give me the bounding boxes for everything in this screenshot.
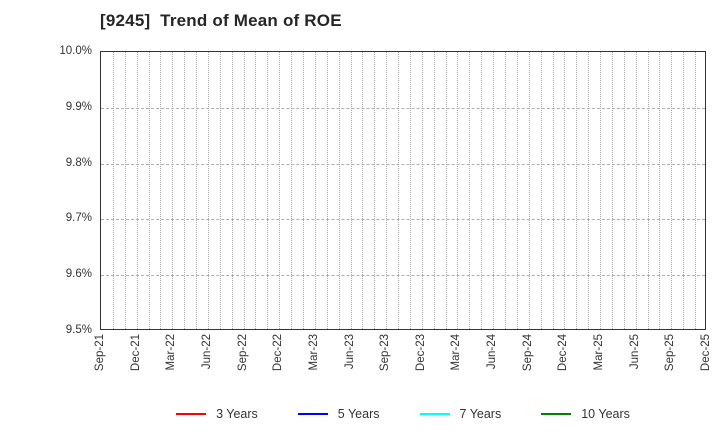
- x-tick-label: Dec-24: [557, 334, 570, 372]
- v-gridline: [493, 52, 495, 329]
- legend-line-swatch: [541, 413, 572, 415]
- v-gridline: [362, 52, 364, 329]
- v-gridline: [683, 52, 685, 329]
- v-gridline: [695, 52, 697, 329]
- v-gridline: [184, 52, 186, 329]
- legend-line-swatch: [419, 413, 450, 415]
- v-gridline: [160, 52, 162, 329]
- v-gridline: [243, 52, 245, 329]
- x-tick-label: Mar-22: [165, 334, 178, 371]
- legend-label: 10 Years: [581, 407, 630, 421]
- v-gridline: [611, 52, 613, 329]
- v-gridline: [516, 52, 518, 329]
- x-tick-label: Mar-24: [450, 334, 463, 371]
- y-tick-label: 9.6%: [65, 268, 92, 281]
- v-gridline: [564, 52, 566, 329]
- v-gridline: [409, 52, 411, 329]
- v-gridline: [291, 52, 293, 329]
- v-gridline: [600, 52, 602, 329]
- x-tick-label: Jun-24: [486, 334, 499, 370]
- v-gridline: [255, 52, 257, 329]
- x-tick-label: Dec-23: [414, 334, 427, 372]
- plot-area: [100, 51, 706, 330]
- v-gridline: [112, 52, 114, 329]
- x-tick-label: Mar-23: [307, 334, 320, 371]
- v-gridline: [469, 52, 471, 329]
- legend-line-swatch: [176, 413, 207, 415]
- v-gridline: [445, 52, 447, 329]
- v-gridline: [314, 52, 316, 329]
- x-tick-label: Jun-22: [200, 334, 213, 370]
- v-gridline: [588, 52, 590, 329]
- legend-label: 3 Years: [216, 407, 258, 421]
- v-gridline: [207, 52, 209, 329]
- y-tick-label: 9.9%: [65, 100, 92, 113]
- v-gridline: [231, 52, 233, 329]
- v-gridline: [481, 52, 483, 329]
- x-tick-label: Sep-24: [521, 334, 534, 372]
- v-gridline: [552, 52, 554, 329]
- v-gridline: [659, 52, 661, 329]
- v-gridline: [623, 52, 625, 329]
- y-tick-label: 9.7%: [65, 212, 92, 225]
- chart-title: [9245] Trend of Mean of ROE: [100, 11, 342, 30]
- h-gridline: [101, 275, 705, 277]
- h-gridline: [101, 107, 705, 109]
- h-gridline: [101, 163, 705, 165]
- v-gridline: [647, 52, 649, 329]
- v-gridline: [386, 52, 388, 329]
- legend-item: 10 Years: [541, 407, 630, 421]
- legend-item: 3 Years: [176, 407, 258, 421]
- y-tick-label: 10.0%: [59, 45, 92, 57]
- v-gridline: [124, 52, 126, 329]
- x-tick-label: Sep-25: [664, 334, 677, 372]
- v-gridline: [505, 52, 506, 329]
- y-tick-label: 9.5%: [65, 324, 92, 336]
- x-tick-label: Sep-22: [236, 334, 249, 372]
- v-gridline: [374, 52, 376, 329]
- v-gridline: [338, 52, 340, 329]
- v-gridline: [136, 52, 138, 329]
- x-tick-label: Sep-23: [379, 334, 392, 372]
- y-tick-label: 9.8%: [65, 156, 92, 169]
- legend: 3 Years 5 Years 7 Years 10 Years: [100, 403, 706, 425]
- x-tick-label: Mar-25: [593, 334, 606, 371]
- v-gridline: [433, 52, 435, 329]
- v-gridline: [303, 52, 304, 329]
- x-tick-label: Jun-23: [343, 334, 356, 370]
- legend-label: 5 Years: [337, 407, 380, 421]
- v-gridline: [421, 52, 423, 329]
- legend-line-swatch: [297, 413, 328, 415]
- x-tick-label: Jun-25: [628, 334, 641, 370]
- v-gridline: [528, 52, 530, 329]
- v-gridline: [196, 52, 198, 329]
- legend-item: 7 Years: [419, 407, 502, 421]
- v-gridline: [326, 52, 328, 329]
- v-gridline: [172, 52, 174, 329]
- v-gridline: [457, 52, 459, 329]
- v-gridline: [576, 52, 578, 329]
- v-gridline: [671, 52, 673, 329]
- x-tick-label: Dec-25: [700, 334, 712, 372]
- v-gridline: [350, 52, 352, 329]
- x-tick-label: Dec-22: [272, 334, 285, 372]
- v-gridline: [267, 52, 269, 329]
- legend-label: 7 Years: [459, 407, 502, 421]
- v-gridline: [279, 52, 281, 329]
- h-gridline: [101, 219, 705, 221]
- legend-item: 5 Years: [297, 407, 380, 421]
- v-gridline: [540, 52, 542, 329]
- v-gridline: [635, 52, 637, 329]
- v-gridline: [219, 52, 221, 329]
- v-gridline: [148, 52, 150, 329]
- v-gridline: [398, 52, 400, 329]
- x-tick-label: Sep-21: [94, 334, 106, 372]
- x-tick-label: Dec-21: [129, 334, 142, 372]
